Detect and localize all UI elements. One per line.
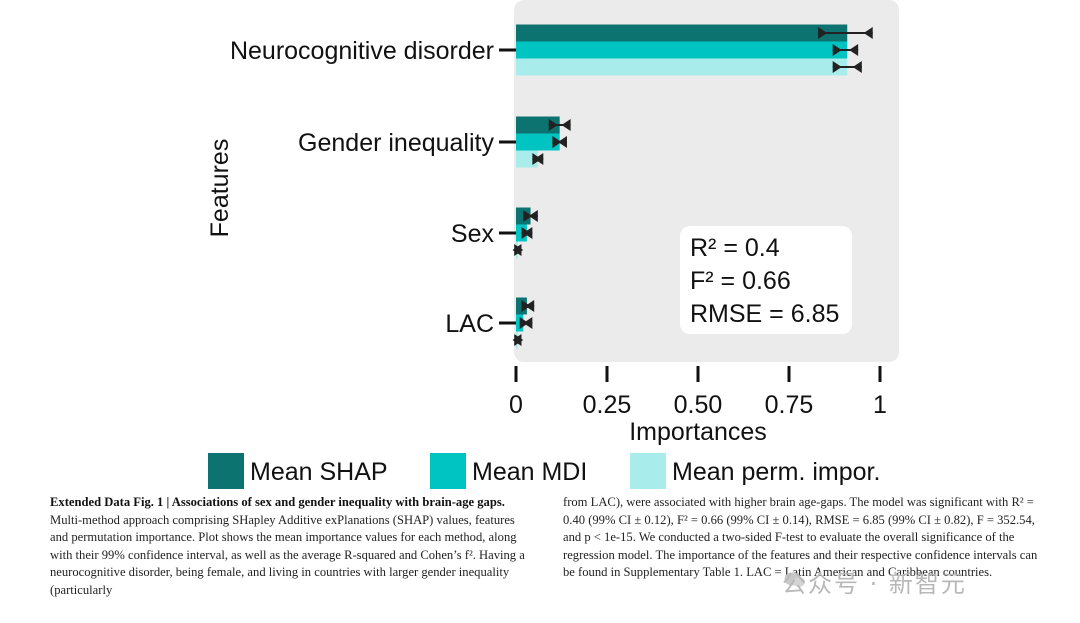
legend-swatch-mean-shap [208,453,244,489]
error-bar-mean-shap-sex [523,210,538,222]
y-axis-label: Features [206,139,234,238]
stats-annotation-box [680,226,852,334]
legend: Mean SHAP Mean MDI Mean perm. impor. [208,453,880,489]
x-axis: 0 0.25 0.50 0.75 1 [509,366,887,419]
bars-layer [516,24,848,349]
error-bar-mean-perm-impor-neurocognitive-disorder [832,61,862,73]
y-tick-label-lac: LAC [445,310,494,338]
watermark: 公众号 · 新智元 [782,570,967,598]
legend-swatch-mean-perm-impor [630,453,666,489]
caption-label: Extended Data Fig. 1 | Associations of s… [50,495,505,509]
error-bar-mean-perm-impor-gender-inequality [532,153,544,165]
error-bars-layer [512,27,873,346]
y-tick-label-neurocognitive-disorder: Neurocognitive disorder [230,37,494,65]
annotation-f2: F² = 0.66 [690,267,791,295]
legend-item-mean-shap: Mean SHAP [208,453,388,489]
x-tick-label-2: 0.50 [674,391,723,419]
legend-label-mean-shap: Mean SHAP [250,458,388,486]
category-axis: Neurocognitive disorder Gender inequality… [230,37,516,338]
bar-mean-shap-neurocognitive-disorder [516,24,848,42]
error-bar-mean-mdi-gender-inequality [552,136,567,148]
annotation-r2: R² = 0.4 [690,234,780,262]
error-bar-mean-shap-gender-inequality [548,119,571,131]
error-bar-mean-mdi-neurocognitive-disorder [832,44,859,56]
x-axis-label: Importances [629,418,767,446]
bar-mean-perm-impor-neurocognitive-disorder [516,58,848,76]
stats-annotation: R² = 0.4 F² = 0.66 RMSE = 6.85 [680,226,852,334]
error-bar-mean-shap-lac [521,300,535,312]
figure-caption-left: Extended Data Fig. 1 | Associations of s… [50,494,528,599]
caption-left-text: Multi-method approach comprising SHapley… [50,512,525,597]
x-tick-label-1: 0.25 [583,391,632,419]
legend-item-mean-perm-impor: Mean perm. impor. [630,453,880,489]
legend-item-mean-mdi: Mean MDI [430,453,587,489]
x-tick-label-4: 1 [873,391,887,419]
feature-importance-chart: Neurocognitive disorder Gender inequality… [206,0,899,489]
y-tick-label-sex: Sex [451,220,495,248]
figure-caption-right: from LAC), were associated with higher b… [563,495,1038,579]
wechat-icon [784,572,805,587]
error-bar-mean-perm-impor-sex [512,244,524,256]
bar-mean-mdi-sex [516,224,527,242]
bar-mean-mdi-gender-inequality [516,133,560,151]
legend-label-mean-mdi: Mean MDI [472,458,587,486]
error-bar-mean-shap-neurocognitive-disorder [818,27,873,39]
error-bar-mean-mdi-sex [521,227,533,239]
bar-mean-shap-lac [516,297,527,315]
annotation-rmse: RMSE = 6.85 [690,300,839,328]
bar-mean-mdi-neurocognitive-disorder [516,41,848,59]
legend-swatch-mean-mdi [430,453,466,489]
legend-label-mean-perm-impor: Mean perm. impor. [672,458,880,486]
error-bar-mean-mdi-lac [519,317,533,329]
error-bar-mean-perm-impor-lac [512,334,524,346]
x-tick-label-0: 0 [509,391,523,419]
x-tick-label-3: 0.75 [765,391,814,419]
y-tick-label-gender-inequality: Gender inequality [298,129,494,157]
